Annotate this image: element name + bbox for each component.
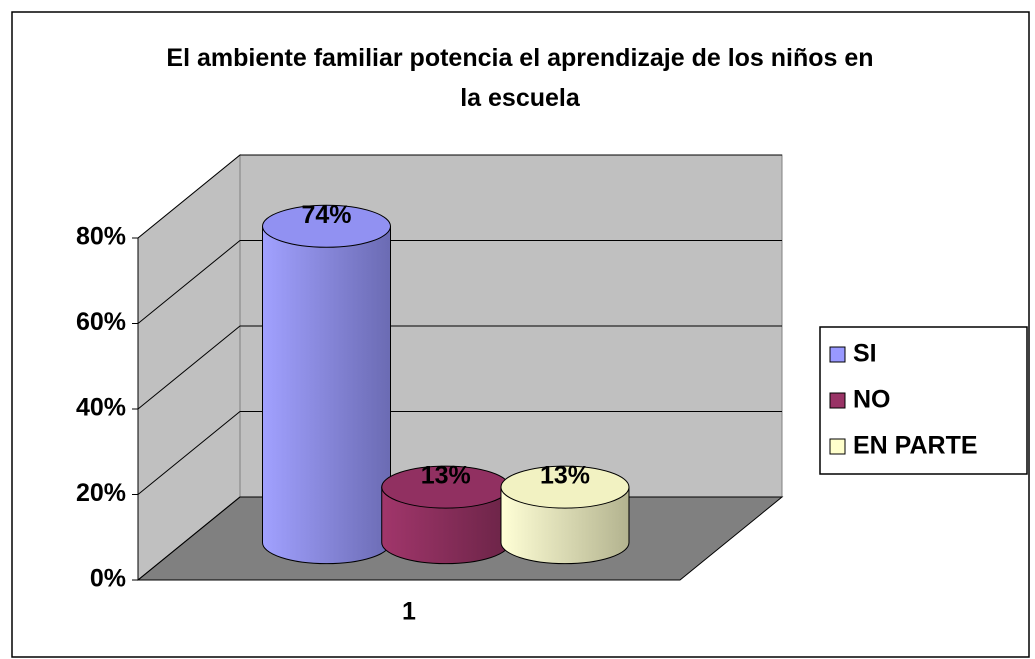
y-tick-label: 40% [76,394,126,422]
x-tick-label: 1 [402,598,416,626]
grid-line [137,154,782,239]
data-label: 13% [421,462,471,490]
bar-top [500,465,630,509]
bar-body [500,486,630,565]
bar [381,465,511,565]
data-label: 13% [540,462,590,490]
bar-top [262,204,391,248]
y-tick-label: 0% [90,565,126,593]
data-label: 74% [301,201,351,229]
legend-swatch [829,392,846,409]
legend-label: EN PARTE [853,432,978,460]
legend-label: SI [853,340,877,368]
y-tick-label: 60% [76,308,126,336]
chart-title: El ambiente familiar potencia el aprendi… [166,44,874,112]
grid-line [137,411,782,495]
grid-line [137,325,782,410]
legend-label: NO [853,386,891,414]
bar-body [262,225,391,565]
legend-box [819,326,1028,475]
legend-swatch [829,346,846,363]
y-tick-label: 80% [76,223,126,251]
bar [500,465,630,565]
y-tick-label: 20% [76,479,126,507]
legend-swatch [829,438,846,455]
bar [262,204,391,565]
grid-line [137,240,782,324]
